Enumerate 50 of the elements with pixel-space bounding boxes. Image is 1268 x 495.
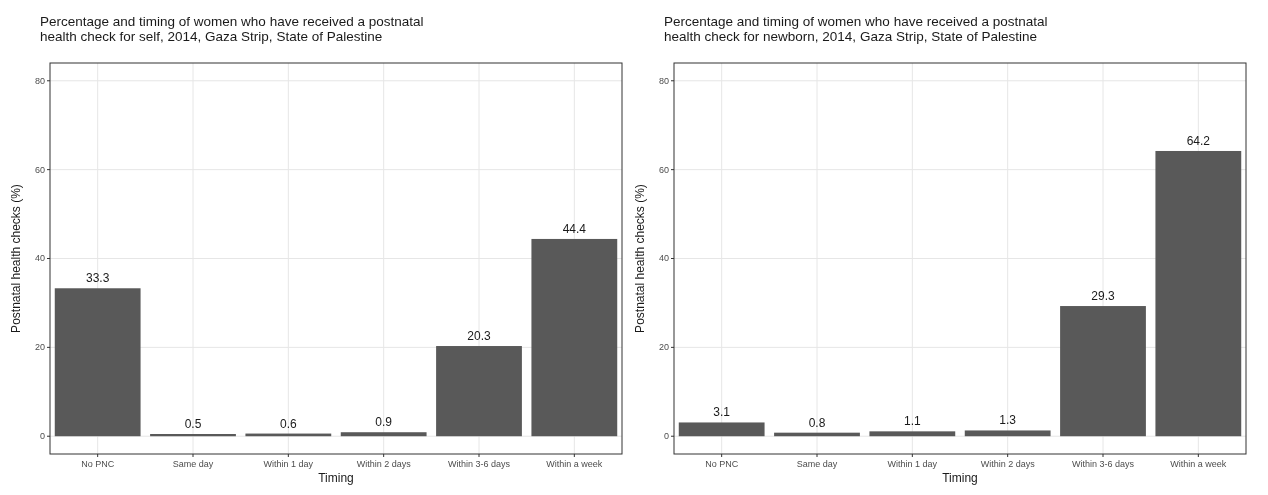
bar <box>964 430 1051 437</box>
x-tick-label: Within a week <box>1170 459 1227 469</box>
x-tick-label: Within 3-6 days <box>447 459 511 469</box>
x-tick-label: Within a week <box>546 459 603 469</box>
bar <box>436 346 522 437</box>
bar <box>1155 150 1242 437</box>
y-tick-label: 40 <box>34 253 45 264</box>
data-label: 1.3 <box>999 413 1017 428</box>
data-label: 20.3 <box>467 329 491 344</box>
x-tick-label: Same day <box>796 459 838 469</box>
bar <box>1060 306 1146 437</box>
data-label: 0.9 <box>375 415 393 430</box>
bar <box>150 434 236 437</box>
x-tick-label: Same day <box>172 459 214 469</box>
x-tick-label: Within 2 days <box>356 459 412 469</box>
x-tick-label: Within 1 day <box>887 459 938 469</box>
bar <box>54 288 141 437</box>
data-label: 0.6 <box>279 416 297 431</box>
data-label: 0.5 <box>184 417 202 432</box>
data-label: 33.3 <box>85 271 110 286</box>
data-label: 29.3 <box>1091 289 1115 304</box>
y-tick-label: 40 <box>658 253 669 264</box>
y-axis-title: Postnatal health checks (%) <box>9 184 23 333</box>
data-label: 0.8 <box>808 415 826 430</box>
y-tick-label: 60 <box>34 164 45 175</box>
y-axis-title: Postnatal health checks (%) <box>633 184 647 333</box>
x-tick-label: No PNC <box>705 459 739 469</box>
data-label: 3.1 <box>713 405 731 420</box>
y-tick-label: 0 <box>663 431 669 442</box>
x-axis-title: Timing <box>318 471 354 485</box>
bar <box>340 432 427 437</box>
y-tick-label: 60 <box>658 164 669 175</box>
bar <box>531 238 618 437</box>
y-tick-label: 80 <box>34 75 45 86</box>
y-tick-label: 80 <box>658 75 669 86</box>
data-label: 1.1 <box>903 414 921 429</box>
chart-title: Percentage and timing of women who have received a postnatal health check for newborn, 2014, Gaza Strip, State of Palestine <box>664 14 1048 44</box>
data-label: 44.4 <box>562 221 587 236</box>
bar <box>869 431 956 437</box>
x-tick-label: Within 2 days <box>980 459 1036 469</box>
y-tick-label: 0 <box>39 431 45 442</box>
data-label: 64.2 <box>1186 133 1211 148</box>
x-tick-label: No PNC <box>81 459 115 469</box>
x-axis-title: Timing <box>942 471 978 485</box>
y-tick-label: 20 <box>34 342 45 353</box>
bar <box>678 422 765 437</box>
y-tick-label: 20 <box>658 342 669 353</box>
chart-title: Percentage and timing of women who have received a postnatal health check for self, 2014, Gaza Strip, State of Palestine <box>40 14 424 44</box>
x-tick-label: Within 3-6 days <box>1071 459 1135 469</box>
x-tick-label: Within 1 day <box>263 459 314 469</box>
